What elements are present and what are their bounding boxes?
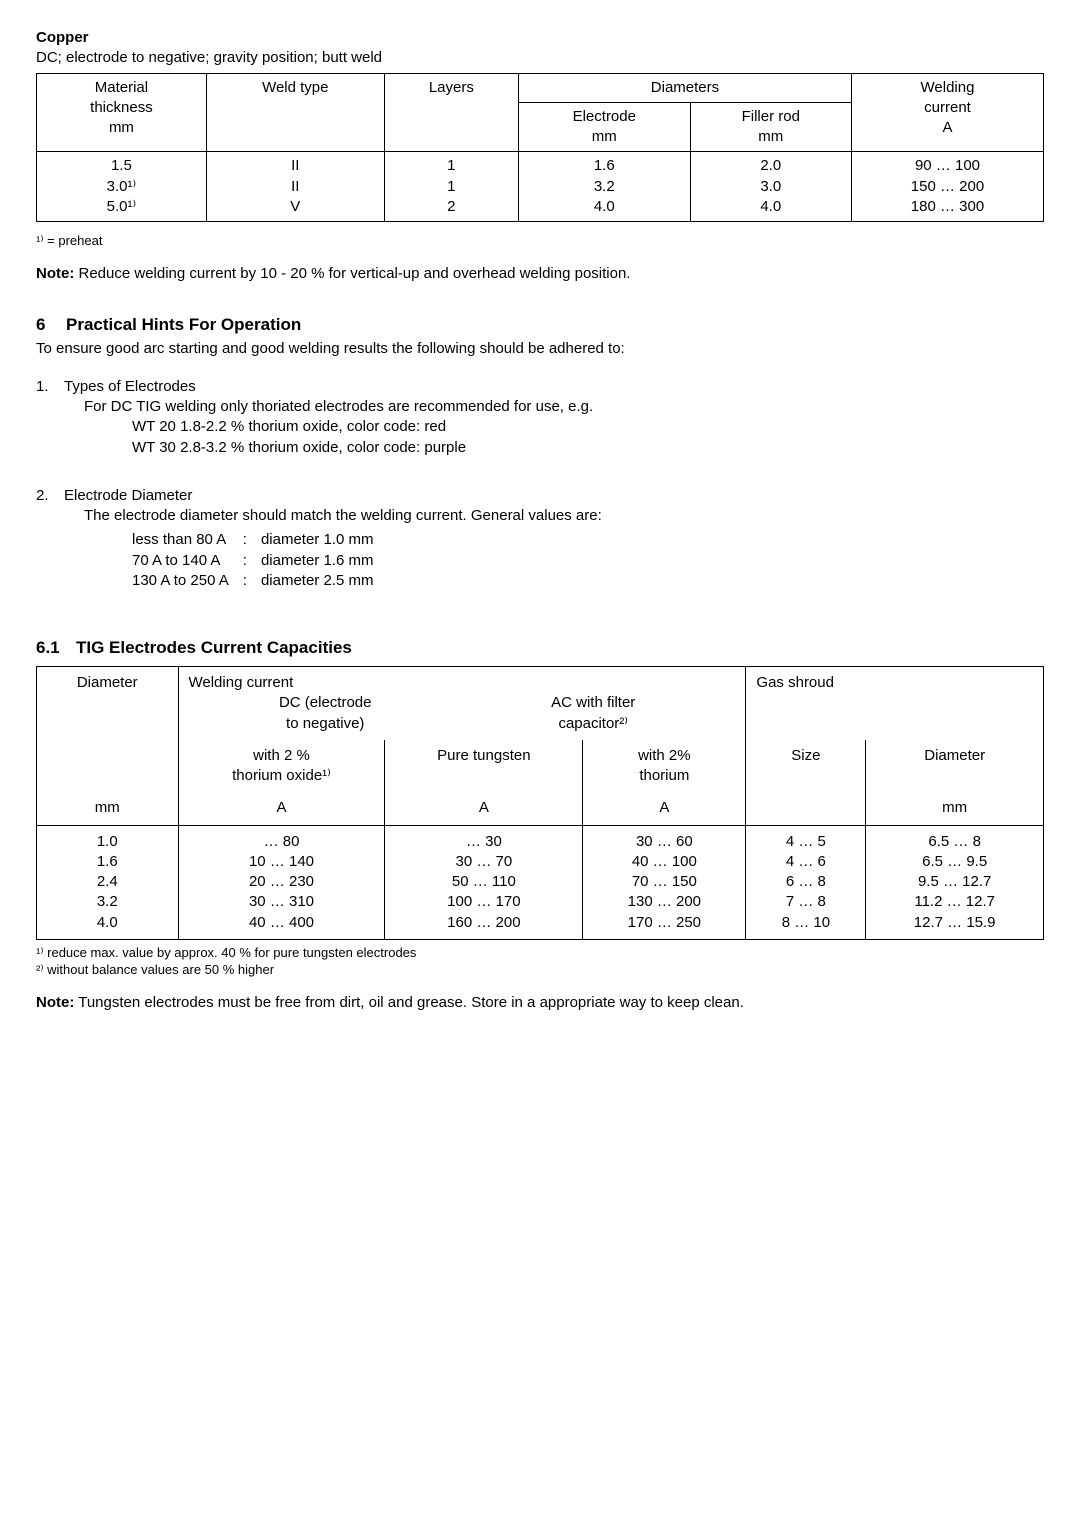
unit-mm: mm xyxy=(37,792,179,825)
item-2-num: 2. xyxy=(36,486,64,506)
note-label: Note: xyxy=(36,265,74,282)
cell: IIIIV xyxy=(206,152,384,222)
section-6-num: 6 xyxy=(36,314,66,337)
item-1-line3: WT 30 2.8-3.2 % thorium oxide, color cod… xyxy=(132,438,1044,458)
col-pure: Pure tungsten xyxy=(385,740,583,793)
item-1: 1.Types of Electrodes For DC TIG welding… xyxy=(36,377,1044,458)
diameter-values-table: less than 80 A:diameter 1.0 mm 70 A to 1… xyxy=(132,530,387,591)
table-row: 1.53.0¹⁾5.0¹⁾ IIIIV 112 1.63.24.0 2.03.0… xyxy=(37,152,1044,222)
cell: … 8010 … 14020 … 23030 … 31040 … 400 xyxy=(178,825,385,939)
item-2-line1: The electrode diameter should match the … xyxy=(84,506,1044,526)
cell: 6.5 … 86.5 … 9.59.5 … 12.711.2 … 12.712.… xyxy=(866,825,1044,939)
cell: 1.01.62.43.24.0 xyxy=(37,825,179,939)
cell: 112 xyxy=(384,152,518,222)
col-diameter2: Diameter xyxy=(866,740,1044,793)
note-text: Tungsten electrodes must be free from di… xyxy=(74,994,744,1011)
table-row: less than 80 A:diameter 1.0 mm xyxy=(132,530,387,550)
cell: … 3030 … 7050 … 110100 … 170160 … 200 xyxy=(385,825,583,939)
col-electrode: Electrode mm xyxy=(518,102,690,152)
item-1-num: 1. xyxy=(36,377,64,397)
footnote-1: ¹⁾ reduce max. value by approx. 40 % for… xyxy=(36,944,1044,962)
col-with2th: with 2% thorium xyxy=(583,740,746,793)
material-title: Copper xyxy=(36,28,1044,48)
cell: 90 … 100150 … 200180 … 300 xyxy=(851,152,1043,222)
item-1-line1: For DC TIG welding only thoriated electr… xyxy=(84,397,1044,417)
col-gasshroud: Gas shroud xyxy=(746,667,1044,740)
copper-weld-table: Material thickness mm Weld type Layers D… xyxy=(36,73,1044,223)
note-1: Note: Reduce welding current by 10 - 20 … xyxy=(36,264,1044,284)
tig-capacity-table: Diameter Welding current DC (electrode t… xyxy=(36,666,1044,940)
cell: 2.03.04.0 xyxy=(690,152,851,222)
item-1-title: Types of Electrodes xyxy=(64,378,196,395)
item-2: 2.Electrode Diameter The electrode diame… xyxy=(36,486,1044,591)
cell: 4 … 54 … 66 … 87 … 88 … 10 xyxy=(746,825,866,939)
col-size: Size xyxy=(746,740,866,793)
preheat-footnote: ¹⁾ = preheat xyxy=(36,232,1044,250)
cell: 1.63.24.0 xyxy=(518,152,690,222)
blank xyxy=(37,740,179,793)
col-filler: Filler rod mm xyxy=(690,102,851,152)
item-1-line2: WT 20 1.8-2.2 % thorium oxide, color cod… xyxy=(132,417,1044,437)
cell: 30 … 6040 … 10070 … 150130 … 200170 … 25… xyxy=(583,825,746,939)
cell: 1.53.0¹⁾5.0¹⁾ xyxy=(37,152,207,222)
condition-text: DC; electrode to negative; gravity posit… xyxy=(36,48,1044,68)
col-weldcurrent: Welding current DC (electrode to negativ… xyxy=(178,667,746,740)
unit-a: A xyxy=(385,792,583,825)
section-6-title: 6Practical Hints For Operation xyxy=(36,314,1044,337)
col-with2oxide: with 2 % thorium oxide¹⁾ xyxy=(178,740,385,793)
note-text: Reduce welding current by 10 - 20 % for … xyxy=(74,265,630,282)
section-6-intro: To ensure good arc starting and good wel… xyxy=(36,339,1044,359)
col-diameter: Diameter xyxy=(37,667,179,740)
blank xyxy=(746,792,866,825)
note-2: Note: Tungsten electrodes must be free f… xyxy=(36,993,1044,1013)
col-welding: Welding current A xyxy=(851,73,1043,152)
table-row: 1.01.62.43.24.0 … 8010 … 14020 … 23030 …… xyxy=(37,825,1044,939)
col-layers: Layers xyxy=(384,73,518,152)
section-61-num: 6.1 xyxy=(36,637,76,660)
unit-a: A xyxy=(178,792,385,825)
table-row: 130 A to 250 A:diameter 2.5 mm xyxy=(132,571,387,591)
col-material: Material thickness mm xyxy=(37,73,207,152)
unit-mm: mm xyxy=(866,792,1044,825)
footnote-2: ²⁾ without balance values are 50 % highe… xyxy=(36,961,1044,979)
section-61-title: 6.1TIG Electrodes Current Capacities xyxy=(36,637,1044,660)
unit-a: A xyxy=(583,792,746,825)
col-weldtype: Weld type xyxy=(206,73,384,152)
note-label: Note: xyxy=(36,994,74,1011)
table-row: 70 A to 140 A:diameter 1.6 mm xyxy=(132,551,387,571)
col-diameters: Diameters xyxy=(518,73,851,102)
item-2-title: Electrode Diameter xyxy=(64,487,192,504)
